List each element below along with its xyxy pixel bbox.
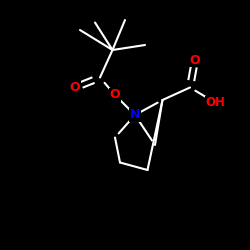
Text: O: O xyxy=(190,54,200,66)
Text: O: O xyxy=(70,81,80,94)
Text: OH: OH xyxy=(205,96,225,109)
Text: N: N xyxy=(130,108,140,122)
Text: O: O xyxy=(110,88,120,102)
